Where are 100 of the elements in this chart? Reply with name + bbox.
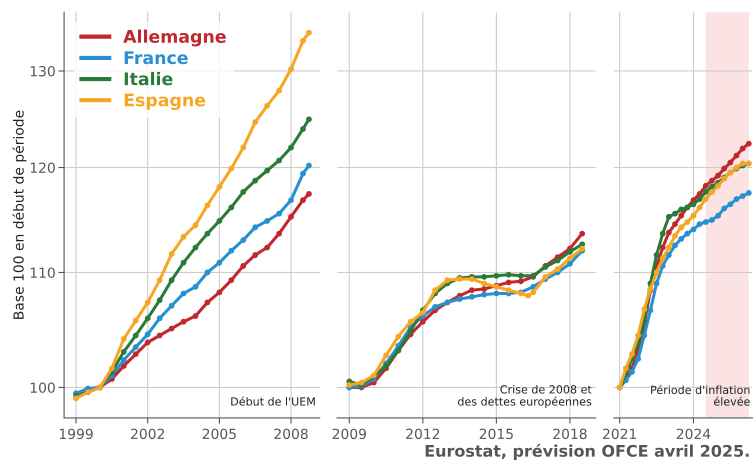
point [567,260,573,267]
point [156,315,163,322]
point [420,310,426,316]
point [228,248,234,254]
point [300,126,306,132]
point [156,277,163,284]
point [216,184,222,190]
y-tick-label: 130 [30,66,55,76]
y-axis-title: Base 100 en début de période [12,110,26,319]
point [506,279,512,286]
point [204,300,210,306]
point [715,172,721,179]
legend-label: Espagne [124,94,206,110]
x-tick-label: 1999 [60,428,93,440]
point [579,230,586,237]
point [264,244,270,250]
point [708,188,715,195]
point [228,277,234,284]
point [678,212,684,219]
point [228,204,234,210]
point [408,318,414,325]
y-tick-label: 100 [30,382,55,393]
point [660,255,666,262]
point [216,289,222,296]
x-tick-label: 2005 [202,428,236,440]
point [567,255,573,262]
point [622,365,629,372]
point [204,202,210,208]
point [666,244,672,250]
point [276,158,282,164]
point [132,351,139,358]
x-tick-label: 2012 [406,428,440,440]
point [408,328,414,334]
point [740,146,746,152]
point [358,380,364,386]
point [727,160,734,166]
annotation: Période d'inflation élevée [651,385,750,406]
point [468,294,475,300]
point [746,140,752,147]
point [192,244,198,250]
point [144,331,151,338]
point [654,270,660,276]
x-tick-label: 2018 [553,428,587,440]
point [444,277,450,284]
point [635,356,642,362]
point [73,395,79,402]
point [647,307,654,314]
point [240,237,246,243]
point [666,214,672,220]
point [288,214,294,220]
annotation: Début de l'UEM [231,396,315,406]
point [276,210,282,217]
point [240,144,246,151]
point [696,204,703,210]
point [120,357,127,363]
point [192,313,198,319]
point [702,196,709,202]
point [168,251,175,257]
point [288,66,294,72]
point [708,178,715,184]
point [300,197,306,204]
point [554,258,561,264]
point [180,290,186,296]
point [144,300,151,306]
point [654,252,660,258]
point [132,344,139,350]
point [734,196,740,202]
point [204,270,210,276]
legend-label: France [124,51,188,64]
point [708,184,715,190]
point [456,296,463,302]
point [635,332,642,338]
point [120,336,127,342]
point [715,212,721,219]
point [481,292,488,298]
point [306,191,312,197]
point [678,224,684,230]
point [240,262,246,269]
point [506,272,512,278]
point [702,182,709,189]
point [702,219,709,225]
text: Eurostat, prévision OFCE avril 2025. [426,444,749,460]
point [156,332,163,338]
point [252,252,258,258]
point [708,216,715,223]
point [690,226,696,232]
point [518,272,524,279]
x-tick-label: 2009 [332,428,366,440]
point [300,170,306,176]
point [672,242,678,248]
point [672,210,678,217]
point [306,30,312,36]
point [383,352,389,358]
annotation: Crise de 2008 et des dettes européennes [458,384,592,408]
point [120,348,127,355]
point [156,297,163,304]
point [108,365,115,372]
point [481,286,488,292]
point [432,304,438,310]
point [300,38,306,44]
